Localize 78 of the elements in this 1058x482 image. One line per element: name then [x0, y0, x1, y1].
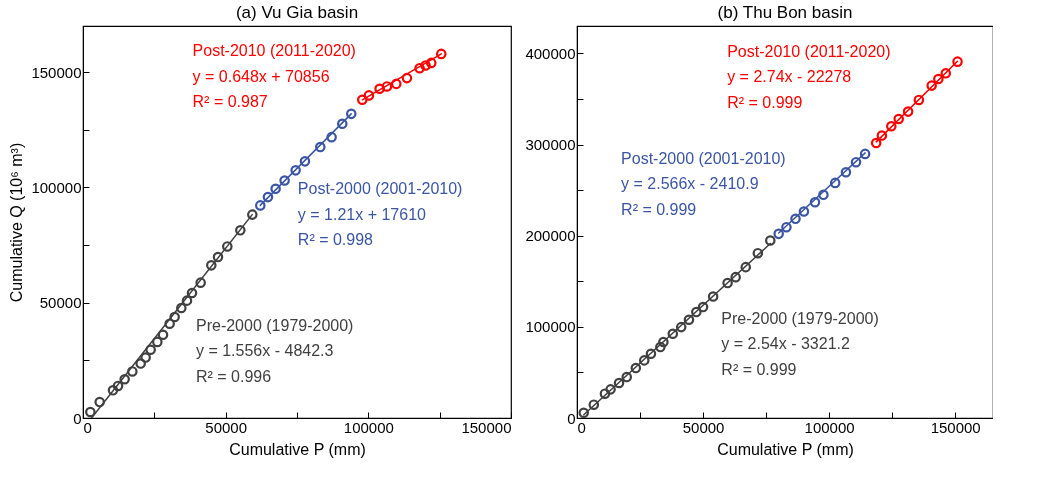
point [621, 371, 633, 383]
chart-title: (b) Thu Bon basin [717, 3, 853, 22]
point [752, 247, 764, 259]
point [850, 156, 862, 168]
point [722, 277, 733, 289]
point [926, 80, 937, 91]
point [740, 261, 752, 273]
y-axis-title: Cumulative Q (10⁶ m³) [8, 142, 26, 303]
annotation: Pre-2000 (1979-2000) [195, 316, 354, 334]
annotation: R² = 0.999 [727, 93, 803, 111]
annotation: Post-2000 (2001-2010) [297, 180, 463, 198]
annotation: R² = 0.996 [195, 367, 272, 385]
point [940, 68, 952, 79]
point [952, 56, 963, 67]
x-axis-title: Cumulative P (mm) [229, 440, 366, 458]
point [818, 189, 829, 201]
point [829, 177, 841, 189]
point [630, 362, 642, 374]
point [707, 291, 719, 302]
annotation: y = 2.54x - 3321.2 [721, 335, 850, 353]
point [730, 271, 741, 283]
point [658, 336, 669, 348]
point [933, 73, 944, 85]
annotation: y = 1.21x + 17610 [297, 205, 427, 223]
point [613, 377, 625, 389]
point [902, 106, 914, 117]
point [773, 228, 784, 240]
point [578, 407, 590, 418]
point [886, 121, 897, 132]
point [588, 399, 600, 410]
annotation: Post-2010 (2011-2020) [727, 42, 891, 60]
point [870, 137, 882, 149]
y-tick-label: 400000 [525, 44, 576, 62]
y-tick-label: 100000 [525, 318, 576, 336]
y-tick-label: 150000 [31, 63, 82, 81]
annotation: R² = 0.999 [621, 200, 697, 218]
annotation: Pre-2000 (1979-2000) [721, 309, 879, 327]
annotation: y = 2.566x - 2410.9 [621, 175, 759, 193]
x-tick-label: 50000 [205, 418, 248, 436]
point [840, 166, 852, 178]
x-tick-label: 50000 [682, 418, 725, 436]
x-tick-label: 150000 [461, 418, 512, 436]
point [809, 196, 821, 208]
point [697, 301, 709, 313]
annotation: R² = 0.987 [192, 93, 268, 111]
annotation: R² = 0.998 [297, 231, 374, 249]
point [765, 235, 776, 246]
point [913, 94, 925, 106]
point [790, 213, 801, 225]
annotation: y = 1.556x - 4842.3 [195, 342, 334, 360]
annotation: R² = 0.999 [721, 360, 797, 378]
point [859, 148, 871, 160]
annotation: Post-2000 (2001-2010) [621, 149, 786, 167]
point [655, 341, 666, 353]
x-tick-label: 100000 [804, 418, 855, 436]
point [645, 348, 657, 359]
annotation: Post-2010 (2011-2020) [192, 42, 356, 60]
y-tick-label: 100000 [31, 178, 82, 196]
y-tick-label: 200000 [525, 227, 576, 245]
point [638, 355, 650, 366]
point [893, 113, 904, 125]
point [798, 206, 810, 217]
x-axis-title: Cumulative P (mm) [717, 440, 854, 458]
x-tick-label: 150000 [930, 418, 981, 436]
chart-title: (a) Vu Gia basin [235, 3, 359, 22]
x-tick-label: 100000 [343, 418, 394, 436]
y-tick-label: 50000 [39, 294, 82, 312]
point [667, 328, 679, 340]
y-tick-label: 300000 [525, 136, 576, 154]
point [683, 314, 695, 325]
point [691, 306, 702, 318]
annotation: y = 0.648x + 70856 [192, 67, 330, 85]
point [876, 130, 888, 141]
annotation: y = 2.74x - 22278 [727, 68, 852, 86]
point [599, 388, 611, 399]
point [781, 221, 792, 233]
point [605, 384, 616, 395]
point [675, 321, 687, 333]
